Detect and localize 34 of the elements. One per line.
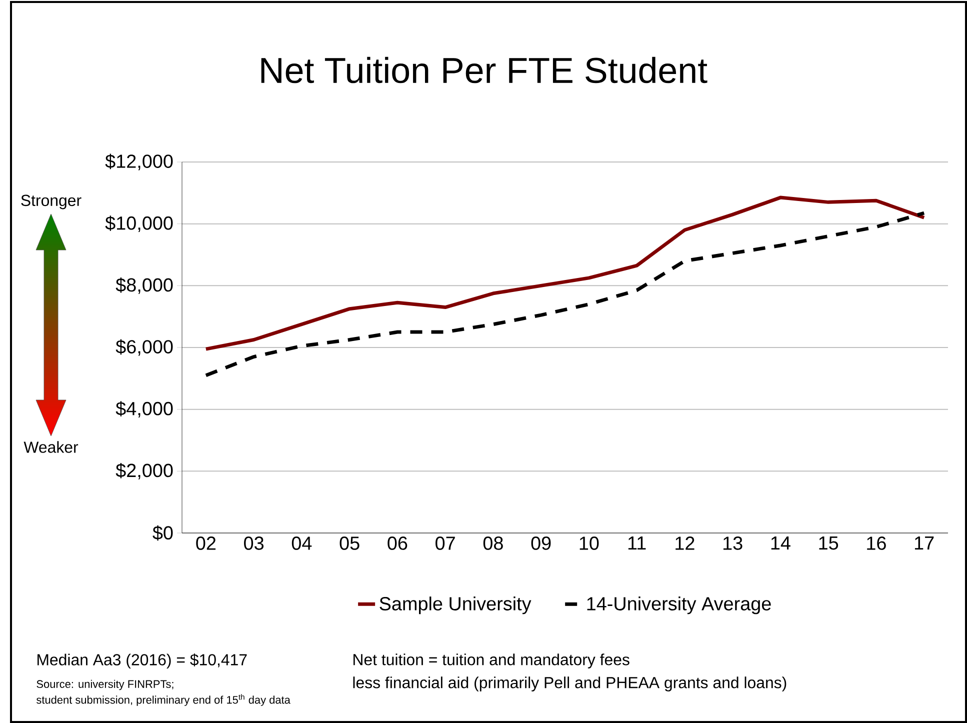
x-tick-label: 15 [819, 536, 838, 550]
x-tick-label: 03 [244, 536, 264, 550]
x-tick-label: 02 [196, 536, 216, 550]
x-tick-label: 09 [531, 536, 551, 550]
x-tick-label: 14 [771, 536, 790, 550]
source-note: Source: university FINRPTs; [36, 680, 174, 690]
x-tick-label: 16 [867, 536, 886, 550]
x-tick-label: 07 [436, 536, 455, 550]
x-tick-label: 05 [340, 536, 360, 550]
y-tick-label: $12,000 [105, 154, 173, 170]
text: Median Aa3 (2016) = $10,417 [38, 653, 247, 669]
x-tick-label: 08 [483, 536, 503, 550]
legend-label: Sample University [380, 596, 532, 614]
y-tick-label: $4,000 [116, 401, 173, 418]
line-series [204, 211, 926, 378]
x-tick-label: 04 [292, 536, 312, 550]
text: Weaker [24, 441, 78, 453]
y-tick-label: $10,000 [105, 216, 173, 232]
x-tick-label: 06 [388, 536, 408, 550]
y-tick-label: $0 [152, 525, 173, 541]
x-tick-label: 17 [914, 536, 934, 550]
chart-title: Net Tuition Per FTE Student [261, 56, 708, 84]
text: Stronger [21, 194, 82, 210]
x-tick-label: 10 [580, 536, 599, 550]
x-tick-label: 13 [723, 536, 742, 550]
y-tick-label: $8,000 [116, 277, 173, 294]
x-tick-label: 11 [628, 536, 646, 550]
x-tick-label: 12 [676, 536, 694, 550]
y-tick-label: $2,000 [116, 462, 173, 480]
y-tick-label: $6,000 [116, 339, 173, 356]
text: student submission, preliminary end of 15$^{th}$ day data [36, 694, 290, 706]
legend-label: 14-University Average [587, 596, 771, 614]
text: less financial aid (primarily Pell and PHEAA grants and loans) [353, 676, 786, 692]
text: Net tuition = tuition and mandatory fees [354, 654, 630, 668]
